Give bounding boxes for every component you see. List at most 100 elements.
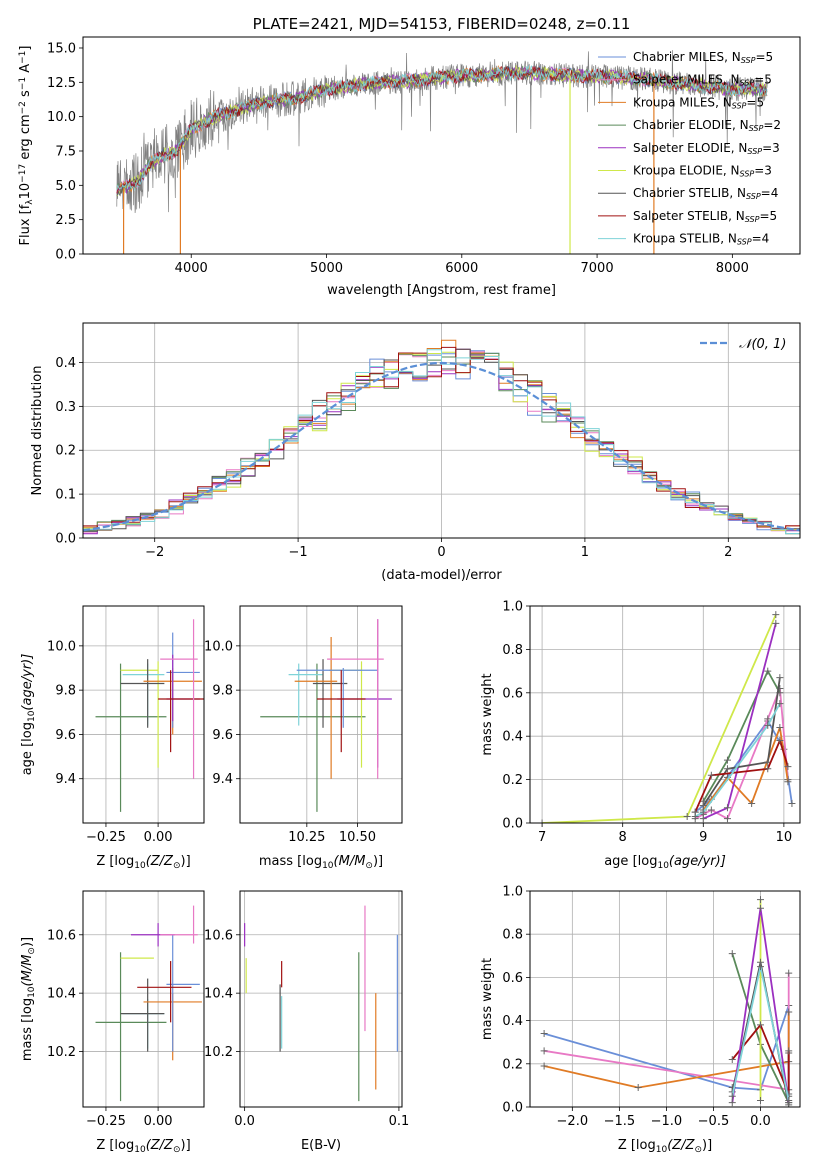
x-tick-label: −1.5 [604,1114,636,1129]
legend-entry: Salpeter STELIB, NSSP=5 [633,209,777,224]
y-tick-label: 0.1 [55,488,76,503]
mass-vs-metallicity-panel: −0.25 0.00 10.2 10.4 10.6 Z [log10(Z/Z⊙)] mass… [20,890,205,1155]
y-tick-label: 0.6 [502,686,523,701]
y-axis-label: mass weight [480,958,495,1040]
y-tick-label: 5.0 [55,179,76,194]
y-tick-label: 2.5 [55,213,76,228]
axes-frame [239,890,403,1108]
x-tick-label: 0.00 [144,830,173,845]
y-tick-label: 10.4 [204,987,233,1002]
y-tick-label: 0.0 [55,248,76,263]
plot-area [95,619,204,812]
legend-entry: Kroupa STELIB, NSSP=4 [633,232,769,247]
y-tick-label: 0.4 [502,1014,523,1029]
data-point-marker [540,1062,548,1070]
error-bar-point [327,619,384,779]
axes-frame [82,890,205,1108]
plot-area [244,905,398,1102]
plot-area [95,905,202,1102]
data-point-marker [756,1021,764,1029]
y-tick-label: 9.4 [212,772,233,787]
plot-area [540,896,793,1107]
error-bar-point [158,670,204,753]
axes-frame [529,605,801,824]
grid [240,891,402,1107]
y-tick-label: 1.0 [502,600,523,615]
age-vs-metallicity-panel: −0.25 0.00 9.4 9.6 9.8 10.0 Z [log10(Z/Z⊙)] age… [20,605,205,871]
y-tick-label: 9.6 [55,728,76,743]
error-bar-point [137,961,192,1023]
error-bar-point [120,978,165,1052]
data-point-marker [540,1030,548,1038]
y-tick-label: 10.2 [47,1045,76,1060]
y-tick-label: 0.4 [502,730,523,745]
grid [240,606,402,823]
mass-weight-series [691,737,792,816]
mass-weight-series [756,896,764,1105]
data-point-marker [776,674,784,682]
y-tick-label: 10.0 [47,639,76,654]
y-tick-label: 0.2 [502,1057,523,1072]
grid [530,890,800,1108]
x-tick-label: 0.1 [389,1114,410,1129]
mass-weight-series [538,611,780,823]
data-point-marker [764,715,772,723]
x-tick-label: 10 [776,830,793,845]
mass-weight-series [728,904,793,1107]
y-tick-label: 9.4 [55,772,76,787]
error-bar-point [95,663,167,812]
legend-entry: Chabrier ELODIE, NSSP=2 [633,118,781,133]
y-tick-label: 0.0 [502,1101,523,1116]
data-point-marker [683,812,691,820]
x-tick-label: −2 [145,545,164,560]
mass-weight-series [728,963,793,1105]
data-point-marker [707,806,715,814]
data-point-marker [748,799,756,807]
residuals-panel: −2 −1 0 1 2 0.0 0.1 0.2 0.3 0.4 (data-model)/error… [30,322,801,583]
y-tick-label: 1.0 [502,885,523,900]
mass-weight-vs-age-panel: 7 8 9 10 0.0 0.2 0.4 0.6 0.8 1.0 age [log10(age/yr… [480,600,801,871]
x-axis-label: Z [log10(Z/Z⊙)] [96,1138,190,1155]
data-point-marker [691,812,699,820]
x-tick-label: −2.0 [557,1114,589,1129]
y-axis-label: Flux [fλ10−17 erg cm−2 s−1 A−1] [18,46,35,246]
x-tick-label: 0.00 [144,1114,173,1129]
y-tick-label: 12.5 [47,76,76,91]
spectrum-panel: 4000 5000 6000 7000 8000 0.0 2.5 5.0 7.5 10.0 12.5… [18,15,801,298]
normal-curve [83,361,800,532]
mass-weight-series [691,700,784,820]
model-spectrum-line [116,65,768,192]
data-point-marker [538,819,546,823]
y-tick-label: 10.6 [47,928,76,943]
axes-frame [82,605,205,824]
x-axis-label: wavelength [Angstrom, rest frame] [327,283,556,298]
x-tick-label: 8000 [716,261,749,276]
y-tick-label: 0.2 [502,773,523,788]
data-point-marker [785,1097,793,1105]
data-point-marker [634,1084,642,1092]
y-tick-label: 0.4 [55,356,76,371]
data-point-marker [788,799,796,807]
legend-entry: Kroupa ELODIE, NSSP=3 [633,164,772,179]
x-tick-label: −0.25 [86,1114,126,1129]
x-tick-label: 1 [581,545,589,560]
error-bar-point [120,659,165,728]
y-tick-label: 10.2 [204,1045,233,1060]
x-axis-label: E(B-V) [301,1138,341,1153]
grid [83,606,204,823]
model-spectrum-line [116,66,768,194]
y-axis-label: Normed distribution [30,366,45,496]
data-point-marker [723,815,731,823]
data-point-marker [784,763,792,771]
error-bar-point [288,663,324,726]
x-tick-label: 9 [699,830,707,845]
x-tick-label: −1.0 [651,1114,683,1129]
y-tick-label: 0.2 [55,444,76,459]
y-tick-label: 9.8 [212,684,233,699]
y-axis-label: mass [log10(M/M⊙)] [20,937,37,1061]
axes-frame [82,36,801,255]
mass-weight-series [728,1021,793,1098]
error-bar-point [166,934,200,1052]
error-bar-point [316,670,366,753]
